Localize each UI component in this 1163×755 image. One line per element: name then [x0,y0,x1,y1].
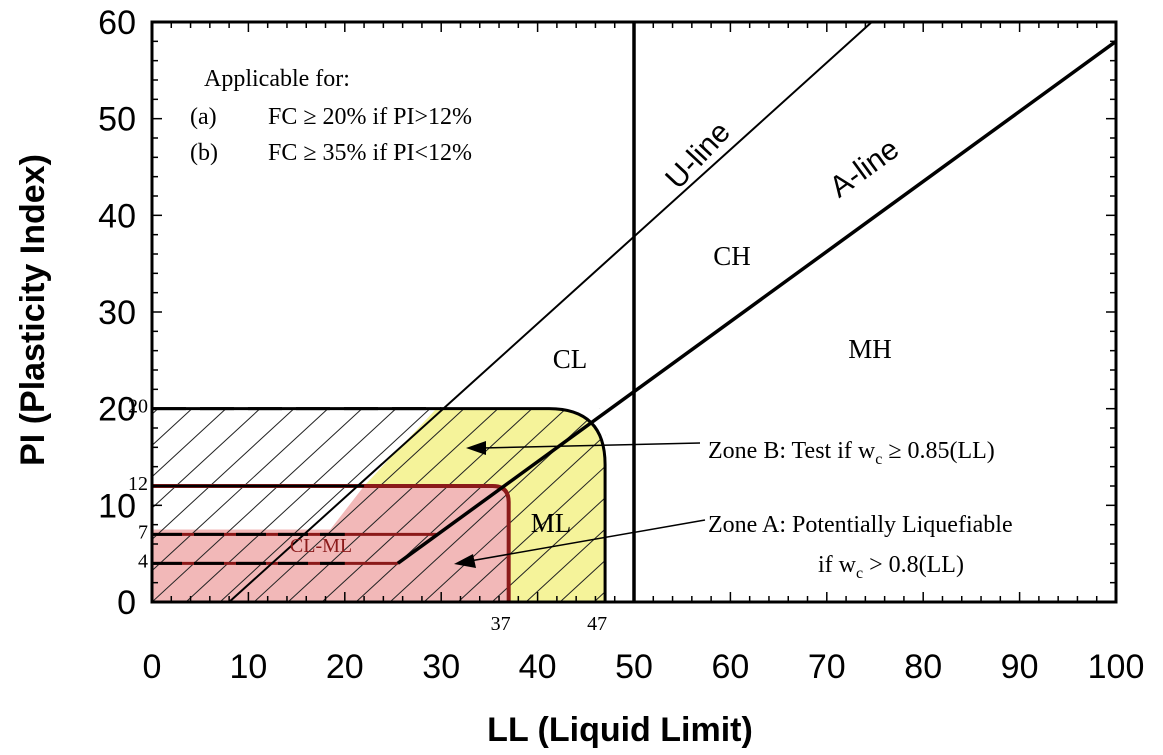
zone-a-label: Zone A: Potentially Liquefiable [708,512,1013,538]
region-label-cl: CL [553,344,588,374]
hatch-line [185,408,397,602]
y-axis-title: PI (Plasticity Index) [14,154,52,466]
note-heading: Applicable for: [204,66,350,92]
x-tick-label: 0 [143,648,162,686]
x-axis-title: LL (Liquid Limit) [487,711,753,749]
note-item-a-tag: (a) [190,104,217,130]
x-tick-label: 70 [808,648,846,686]
tick-labels: 0 10 20 30 40 50 60 70 80 90 100010203040506047122… [98,4,1144,686]
region-label-ml: ML [531,508,572,538]
annotation-arrows [454,441,706,568]
u-line [228,22,874,602]
x-extra-tick-label: 47 [587,613,607,635]
x-tick-label: 80 [904,648,942,686]
y-extra-tick-label: 7 [138,521,148,543]
x-extra-tick-label: 37 [491,613,511,635]
y-tick-label: 50 [98,101,136,139]
applicability-note: Applicable for: (a) FC ≥ 20% if PI>12% (… [190,66,472,166]
x-tick-label: 60 [711,648,749,686]
axes [150,20,1118,604]
hatch-line [152,408,295,541]
x-tick-label: 90 [1001,648,1039,686]
region-label-cl-ml: CL-ML [290,535,352,557]
y-extra-tick-label: 12 [128,473,148,495]
x-tick-label: 40 [519,648,557,686]
y-tick-label: 0 [117,584,136,622]
hatch-line [152,408,363,602]
y-tick-label: 60 [98,4,136,42]
a-line [396,39,1116,565]
zone-b-arrow [481,442,701,449]
x-tick-label: 30 [422,648,460,686]
classification-lines [228,22,1116,602]
hatch-line [1138,409,1163,602]
y-extra-tick-label: 4 [138,550,148,572]
region-label-ch: CH [713,241,751,271]
zone-b-annotation: Zone B: Test if wc ≥ 0.85(LL) [708,438,995,468]
note-item-a-text: FC ≥ 20% if PI>12% [268,104,472,130]
zone-a-arrowhead [454,554,476,568]
hatch-line [287,408,499,602]
x-tick-label: 10 [229,648,267,686]
note-item-b-tag: (b) [190,140,218,166]
x-tick-label: 100 [1088,648,1145,686]
hatch-line [152,408,227,478]
y-tick-label: 10 [98,487,136,525]
zone-a-arrow [469,519,706,562]
zone-a-boundary [152,484,511,602]
hatch-line [355,408,567,602]
x-tick-label: 50 [615,648,653,686]
x-tick-label: 20 [326,648,364,686]
region-label-mh: MH [848,334,892,364]
zone-b-white-area [152,408,437,486]
y-tick-label: 30 [98,294,136,332]
zone-b-arrowhead [466,441,486,455]
hatch-line [219,408,431,602]
zone-fills [152,408,606,602]
y-tick-label: 20 [98,391,136,429]
hatch-line [253,408,465,602]
hatch-line [152,408,193,447]
note-item-b-text: FC ≥ 35% if PI<12% [268,140,472,166]
hatch-line [321,408,533,602]
hatch-line [423,408,635,602]
zone-a-condition: if wc > 0.8(LL) [818,552,964,582]
y-tick-label: 40 [98,197,136,235]
y-extra-tick-label: 20 [128,396,148,418]
